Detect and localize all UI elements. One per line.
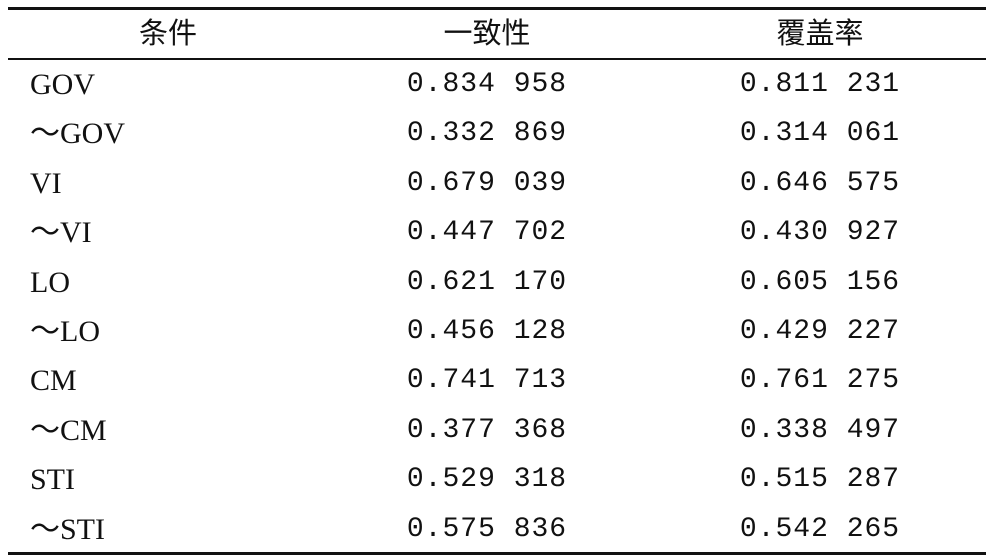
condition-cell: ～GOV [30, 117, 125, 151]
value-cell: 0.515 287 [739, 464, 901, 496]
value-cell: 0.741 713 [406, 365, 568, 397]
value-cell: 0.575 836 [406, 513, 568, 545]
value-cell: 0.377 368 [406, 414, 568, 446]
value-cell: 0.679 039 [406, 167, 568, 199]
value-cell: 0.314 061 [739, 118, 901, 150]
value-cell: 0.621 170 [406, 266, 568, 298]
condition-cell: ～STI [30, 512, 105, 546]
top-rule [8, 7, 986, 10]
value-cell: 0.529 318 [406, 464, 568, 496]
value-cell: 0.811 231 [739, 69, 901, 100]
value-cell: 0.646 575 [739, 167, 901, 199]
value-cell: 0.447 702 [406, 217, 568, 249]
header-cell: 一致性 [443, 16, 531, 50]
condition-cell: ～LO [30, 315, 100, 348]
value-cell: 0.332 869 [406, 118, 568, 150]
condition-cell: ～CM [30, 413, 107, 447]
value-cell: 0.429 227 [739, 316, 901, 347]
value-cell: 0.430 927 [739, 217, 901, 249]
condition-cell: GOV [30, 68, 95, 101]
value-cell: 0.456 128 [406, 316, 568, 347]
header-cell: 覆盖率 [776, 16, 864, 50]
bottom-rule [8, 552, 986, 555]
value-cell: 0.761 275 [739, 365, 901, 397]
value-cell: 0.834 958 [406, 69, 568, 100]
condition-cell: STI [30, 463, 75, 497]
header-cell: 条件 [138, 16, 197, 50]
value-cell: 0.605 156 [739, 266, 901, 298]
condition-cell: LO [30, 265, 70, 299]
condition-cell: VI [30, 166, 62, 200]
condition-cell: CM [30, 364, 77, 398]
value-cell: 0.338 497 [739, 414, 901, 446]
value-cell: 0.542 265 [739, 513, 901, 545]
condition-cell: ～VI [30, 216, 92, 250]
header-rule [8, 58, 986, 60]
